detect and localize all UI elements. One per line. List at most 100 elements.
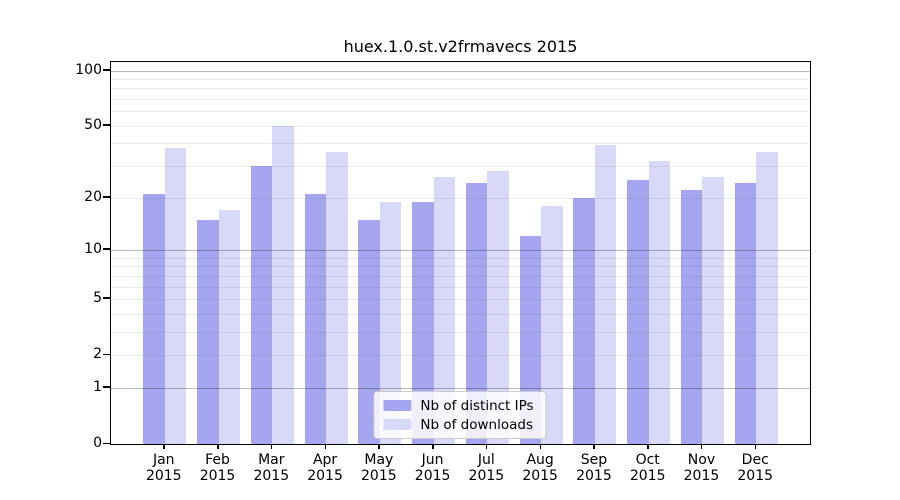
y-tick-mark (103, 442, 110, 444)
year-label: 2015 (737, 468, 774, 484)
y-tick-mark (103, 248, 110, 250)
plot-area (110, 61, 811, 445)
year-label: 2015 (629, 468, 666, 484)
x-tick-label-dec: Dec 2015 (727, 452, 783, 484)
bar-downloads-apr (326, 151, 348, 444)
y-tick-label-10: 10 (84, 240, 102, 257)
bar-distinct-ips-nov (680, 190, 703, 444)
y-tick-mark (103, 124, 110, 126)
y-tick-label-2: 2 (93, 346, 102, 363)
y-tick-mark (103, 386, 110, 388)
x-tick-label-jul: Jul 2015 (458, 452, 514, 484)
y-tick-mark (103, 353, 110, 356)
x-tick-label-jan: Jan 2015 (136, 452, 192, 484)
year-label: 2015 (414, 468, 451, 484)
y-tick-label-50: 50 (84, 116, 102, 133)
month-label: Oct (635, 452, 660, 468)
x-tick-mark (700, 444, 703, 449)
gridline-minor (111, 275, 810, 277)
gridline-minor (111, 166, 810, 168)
legend-swatch-downloads (383, 419, 412, 430)
year-label: 2015 (522, 468, 558, 484)
gridline-minor (111, 331, 810, 333)
gridline-minor (111, 298, 810, 300)
gridline-minor (111, 355, 810, 357)
x-tick-mark (324, 444, 327, 449)
month-label: Jun (421, 452, 444, 468)
x-tick-mark (485, 444, 488, 449)
x-tick-label-oct: Oct 2015 (620, 452, 676, 484)
gridline-minor (111, 78, 810, 80)
bar-downloads-nov (702, 177, 724, 444)
gridline-minor (111, 257, 810, 259)
year-label: 2015 (468, 468, 505, 484)
x-tick-label-apr: Apr 2015 (297, 452, 353, 484)
month-label: May (364, 452, 394, 468)
gridline-minor (111, 313, 810, 315)
x-tick-mark (217, 444, 219, 449)
bar-downloads-dec (756, 151, 778, 444)
y-tick-mark (103, 196, 110, 198)
x-tick-label-mar: Mar 2015 (243, 452, 299, 484)
bar-downloads-oct (648, 161, 671, 444)
gridline-major (111, 387, 810, 389)
month-label: Mar (258, 452, 285, 468)
y-tick-label-100: 100 (75, 61, 102, 78)
y-tick-mark (103, 69, 110, 71)
bar-distinct-ips-oct (627, 180, 649, 444)
x-tick-label-feb: Feb 2015 (190, 452, 246, 484)
year-label: 2015 (307, 468, 343, 484)
month-label: Dec (741, 452, 769, 468)
bar-distinct-ips-jul (465, 183, 488, 444)
y-tick-label-5: 5 (93, 289, 102, 306)
x-tick-mark (432, 444, 434, 449)
bar-distinct-ips-jun (412, 201, 434, 444)
legend-label-distinct-ips: Nb of distinct IPs (420, 397, 534, 414)
month-label: Jul (477, 452, 495, 468)
x-tick-label-jun: Jun 2015 (405, 452, 461, 484)
month-label: Jan (152, 452, 175, 468)
x-tick-mark (163, 444, 165, 449)
bar-distinct-ips-apr (304, 193, 327, 444)
month-label: Aug (526, 452, 554, 468)
month-label: Feb (205, 452, 230, 468)
gridline-minor (111, 111, 810, 113)
month-label: Nov (687, 452, 716, 468)
year-label: 2015 (145, 468, 182, 484)
bar-distinct-ips-sep (573, 197, 595, 444)
legend-swatch-distinct-ips (383, 400, 412, 411)
bar-distinct-ips-dec (734, 183, 757, 444)
bar-distinct-ips-may (358, 219, 380, 444)
bar-downloads-jun (433, 177, 456, 444)
gridline-major (111, 70, 810, 72)
x-tick-label-aug: Aug 2015 (512, 452, 568, 484)
gridline-minor (111, 266, 810, 268)
y-tick-mark (103, 297, 110, 299)
y-tick-label-0: 0 (93, 435, 102, 451)
bar-downloads-may (379, 201, 402, 444)
x-tick-label-nov: Nov 2015 (673, 452, 729, 484)
gridline-minor (111, 125, 810, 127)
bar-downloads-feb (218, 210, 241, 444)
legend: Nb of distinct IPs Nb of downloads (373, 391, 547, 439)
x-tick-mark (593, 444, 595, 449)
gridline-minor (111, 99, 810, 101)
bar-downloads-jul (487, 171, 509, 444)
bar-downloads-sep (594, 145, 617, 444)
month-label: Apr (312, 452, 338, 468)
x-tick-mark (378, 444, 380, 449)
bar-distinct-ips-jan (143, 193, 165, 444)
gridline-minor (111, 88, 810, 90)
gridline-minor (111, 286, 810, 288)
legend-entry-downloads: Nb of downloads (383, 416, 533, 433)
bar-downloads-jan (164, 147, 187, 444)
legend-label-downloads: Nb of downloads (420, 416, 533, 433)
chart-title: huex.1.0.st.v2frmavecs 2015 (343, 37, 578, 56)
x-tick-mark (539, 444, 542, 449)
year-label: 2015 (576, 468, 612, 484)
bar-distinct-ips-mar (250, 166, 273, 444)
y-tick-label-20: 20 (84, 188, 102, 205)
gridline-minor (111, 143, 810, 145)
gridline-major (111, 249, 810, 251)
